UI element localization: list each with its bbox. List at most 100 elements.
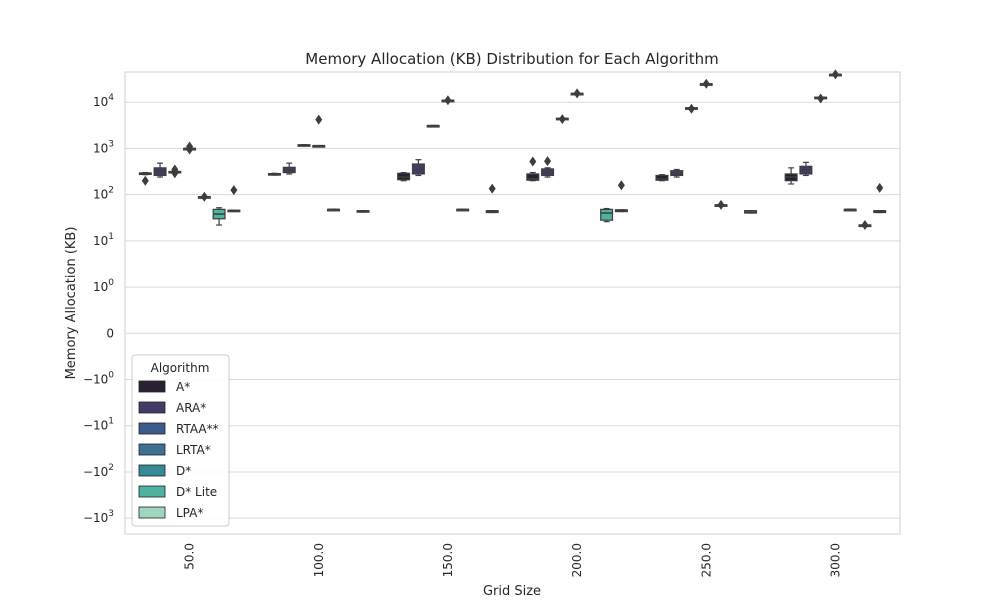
x-tick-label: 100.0 <box>312 543 326 577</box>
box-d- <box>714 199 728 210</box>
box-a- <box>397 171 411 182</box>
outlier-marker <box>831 69 839 80</box>
outlier-marker <box>171 164 179 175</box>
box-d-lite <box>600 207 614 223</box>
y-tick-exponent: 3 <box>108 139 114 149</box>
box-a- <box>267 172 281 176</box>
legend-swatch <box>138 464 166 477</box>
box-iqr <box>655 174 669 181</box>
box-lpa- <box>227 185 241 213</box>
box-iqr <box>600 208 614 221</box>
y-tick-label: 104 <box>93 93 114 109</box>
x-tick-labels: 50.0 100.0 150.0 200.0 250.0 300.0 <box>183 543 843 577</box>
y-tick-base: −10 <box>83 511 108 525</box>
box-a- <box>526 156 540 182</box>
y-tick-label: 0 <box>106 326 114 340</box>
legend-entries: A* ARA* RTAA** LRTA* D* D* Lite LPA* <box>138 380 219 520</box>
legend-label: D* <box>176 464 191 478</box>
box-rtaa- <box>168 164 182 179</box>
box-rtaa- <box>814 93 828 104</box>
box-lrta- <box>183 141 197 155</box>
box-ara- <box>670 168 684 178</box>
box-lpa- <box>873 182 887 214</box>
outlier-marker <box>876 182 884 193</box>
y-tick-label: 101 <box>93 232 114 248</box>
outlier-marker <box>444 95 452 106</box>
y-tick-exponent: 0 <box>108 278 114 288</box>
box-d- <box>327 208 341 212</box>
y-tick-base: −10 <box>83 465 108 479</box>
outlier-marker <box>573 88 581 99</box>
y-tick-exponent: 1 <box>108 232 114 242</box>
legend: Algorithm A* ARA* RTAA** LRTA* D* D* Lite LPA* <box>131 354 230 527</box>
y-tick-base: −10 <box>83 419 108 433</box>
outlier-marker <box>186 141 194 152</box>
legend-swatch <box>138 401 166 414</box>
outlier-marker <box>702 78 710 89</box>
box-ara- <box>282 162 296 175</box>
outlier-marker <box>617 180 625 191</box>
y-tick-base: 10 <box>93 234 108 248</box>
box-lrta- <box>699 78 713 89</box>
outlier-marker <box>230 185 238 196</box>
boxes-layer <box>138 69 887 231</box>
x-tick-label: 300.0 <box>828 543 842 577</box>
box-ara- <box>541 156 555 178</box>
legend-label: LRTA* <box>176 443 211 457</box>
y-tick-label: −100 <box>83 371 114 387</box>
box-rtaa- <box>555 114 569 125</box>
legend-label: A* <box>176 380 190 394</box>
outlier-marker <box>558 114 566 125</box>
x-tick-label: 150.0 <box>441 543 455 577</box>
box-rtaa- <box>426 124 440 128</box>
legend-label: D* Lite <box>176 485 217 499</box>
y-tick-base: 10 <box>93 95 108 109</box>
legend-label: RTAA** <box>176 422 219 436</box>
box-lpa- <box>744 210 758 214</box>
outlier-marker <box>315 114 323 125</box>
box-a- <box>138 171 152 186</box>
y-tick-label: 100 <box>93 278 114 294</box>
outlier-marker <box>817 93 825 104</box>
y-tick-exponent: 0 <box>108 371 114 381</box>
y-tick-base: 10 <box>93 280 108 294</box>
y-axis-label: Memory Allocation (KB) <box>64 227 79 380</box>
box-iqr <box>526 173 540 181</box>
box-d- <box>843 208 857 212</box>
y-tick-base: −10 <box>83 373 108 387</box>
box-a- <box>655 174 669 182</box>
outlier-marker <box>861 220 869 231</box>
x-tick-label: 250.0 <box>699 543 713 577</box>
box-lpa- <box>614 180 628 213</box>
y-tick-exponent: 2 <box>108 186 114 196</box>
legend-swatch <box>138 380 166 393</box>
legend-label: LPA* <box>176 506 203 520</box>
legend-swatch <box>138 422 166 435</box>
y-tick-exponent: 3 <box>108 509 114 519</box>
y-tick-label: 102 <box>93 186 114 202</box>
legend-title: Algorithm <box>151 361 210 375</box>
y-tick-exponent: 2 <box>108 463 114 473</box>
box-lrta- <box>441 95 455 106</box>
box-rtaa- <box>684 103 698 114</box>
y-tick-base: 10 <box>93 141 108 155</box>
y-tick-base: 10 <box>93 188 108 202</box>
x-axis-label: Grid Size <box>483 584 541 599</box>
box-ara- <box>411 159 425 177</box>
y-tick-label: 103 <box>93 139 114 155</box>
box-d-lite <box>212 207 226 226</box>
box-iqr <box>670 170 684 177</box>
box-a- <box>784 167 798 185</box>
legend-swatch <box>138 443 166 456</box>
legend-frame <box>131 354 230 527</box>
outlier-marker <box>717 199 725 210</box>
plot-area-frame <box>124 71 901 535</box>
outlier-marker <box>687 103 695 114</box>
y-tick-label: −103 <box>83 509 114 525</box>
y-tick-label: −101 <box>83 417 114 433</box>
box-ara- <box>153 162 167 178</box>
box-lrta- <box>828 69 842 80</box>
outlier-marker <box>488 183 496 194</box>
